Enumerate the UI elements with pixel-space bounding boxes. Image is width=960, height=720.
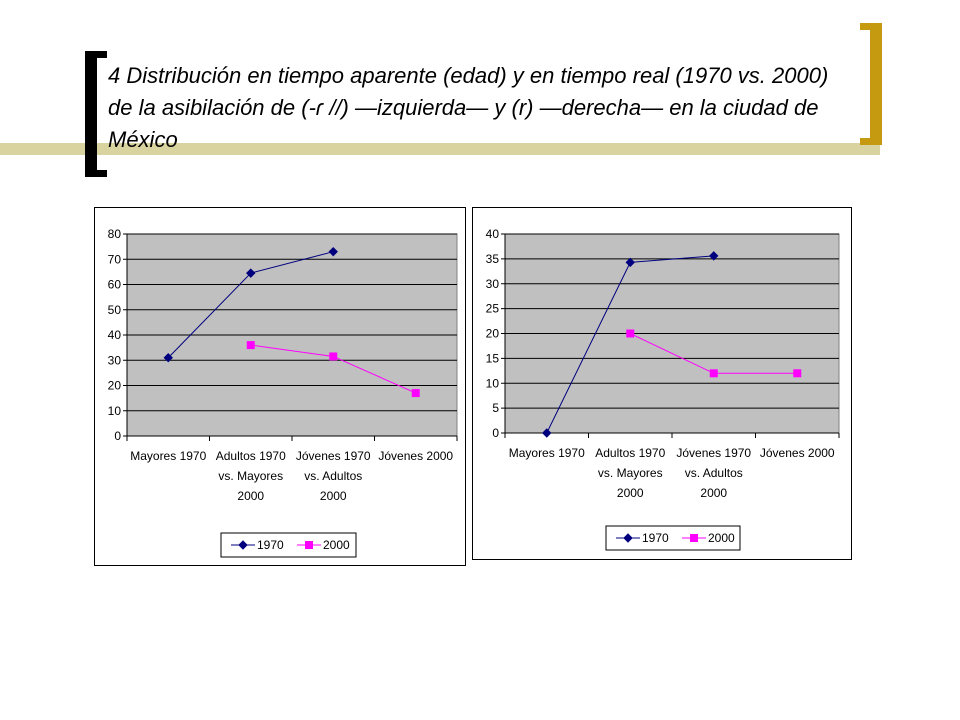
- right-y-tick-label: 25: [486, 302, 500, 316]
- left-data-point-2000: [329, 352, 338, 361]
- left-x-tick-label: Jóvenes 1970: [296, 449, 371, 463]
- left-legend-marker: [305, 541, 313, 549]
- right-y-tick-label: 15: [486, 351, 500, 365]
- left-x-tick-label: vs. Mayores: [218, 469, 283, 483]
- chart-right-svg: 0 5 10 15 20 25 30 35 40 Mayores 1970 Adultos 1970…: [472, 207, 852, 560]
- left-legend-box: [220, 532, 357, 558]
- right-x-tick-label: 2000: [700, 486, 727, 500]
- left-y-tick-label: 0: [114, 429, 121, 443]
- left-data-point-1970: [163, 353, 173, 363]
- chart-right: 0 5 10 15 20 25 30 35 40 Mayores 1970 Adultos 1970…: [472, 207, 852, 560]
- right-y-tick-label: 10: [486, 376, 500, 390]
- right-data-point-2000: [626, 329, 635, 338]
- left-y-tick-label: 80: [108, 227, 122, 241]
- left-legend-label: 2000: [323, 538, 350, 552]
- right-x-tick-label: 2000: [617, 486, 644, 500]
- right-y-tick-label: 40: [486, 227, 500, 241]
- left-legend-label: 1970: [257, 538, 284, 552]
- left-x-tick-label: Adultos 1970: [216, 449, 286, 463]
- right-data-point-1970: [625, 257, 635, 268]
- left-legend-marker: [238, 540, 248, 550]
- title-band: [0, 143, 880, 155]
- left-data-point-1970: [246, 268, 256, 278]
- left-y-tick-label: 60: [108, 278, 122, 292]
- left-y-tick-label: 10: [108, 404, 122, 418]
- right-x-tick-label: Adultos 1970: [595, 446, 665, 460]
- left-y-tick-label: 70: [108, 252, 122, 266]
- right-legend-marker: [690, 534, 698, 542]
- right-y-tick-label: 5: [492, 401, 499, 415]
- right-x-tick-label: vs. Adultos: [685, 466, 743, 480]
- right-data-point-2000: [709, 369, 718, 378]
- left-x-tick-label: Mayores 1970: [130, 449, 206, 463]
- chart-left: 0 10 20 30 40 50 60 70 80 Mayores 1970 Adultos 197…: [94, 207, 466, 566]
- chart-left-svg: 0 10 20 30 40 50 60 70 80 Mayores 1970 Adultos 197…: [94, 207, 466, 566]
- right-data-point-2000: [793, 369, 802, 378]
- slide-title: 4 Distribución en tiempo aparente (edad)…: [108, 63, 829, 152]
- left-y-tick-label: 40: [108, 328, 122, 342]
- right-x-tick-label: Jóvenes 1970: [676, 446, 751, 460]
- left-y-tick-label: 20: [108, 379, 122, 393]
- left-x-tick-label: 2000: [237, 489, 264, 503]
- right-legend-marker: [623, 533, 633, 543]
- left-data-point-1970: [328, 246, 338, 257]
- right-legend-label: 1970: [642, 531, 669, 545]
- right-x-tick-label: Jóvenes 2000: [760, 446, 835, 460]
- right-bracket-decoration: [860, 23, 882, 145]
- left-data-point-2000: [411, 389, 420, 398]
- right-y-tick-label: 35: [486, 252, 500, 266]
- left-y-tick-label: 30: [108, 353, 122, 367]
- right-legend-label: 2000: [708, 531, 735, 545]
- right-data-point-1970: [542, 428, 552, 438]
- right-x-tick-label: vs. Mayores: [598, 466, 663, 480]
- left-y-tick-label: 50: [108, 303, 122, 317]
- right-y-tick-label: 20: [486, 327, 500, 341]
- left-x-tick-label: 2000: [320, 489, 347, 503]
- left-data-point-2000: [246, 341, 255, 350]
- right-data-point-1970: [709, 251, 719, 261]
- left-bracket-decoration: [85, 51, 107, 177]
- right-y-tick-label: 0: [492, 426, 499, 440]
- left-x-tick-label: vs. Adultos: [304, 469, 362, 483]
- right-x-tick-label: Mayores 1970: [509, 446, 585, 460]
- left-x-tick-label: Jóvenes 2000: [378, 449, 453, 463]
- right-y-tick-label: 30: [486, 277, 500, 291]
